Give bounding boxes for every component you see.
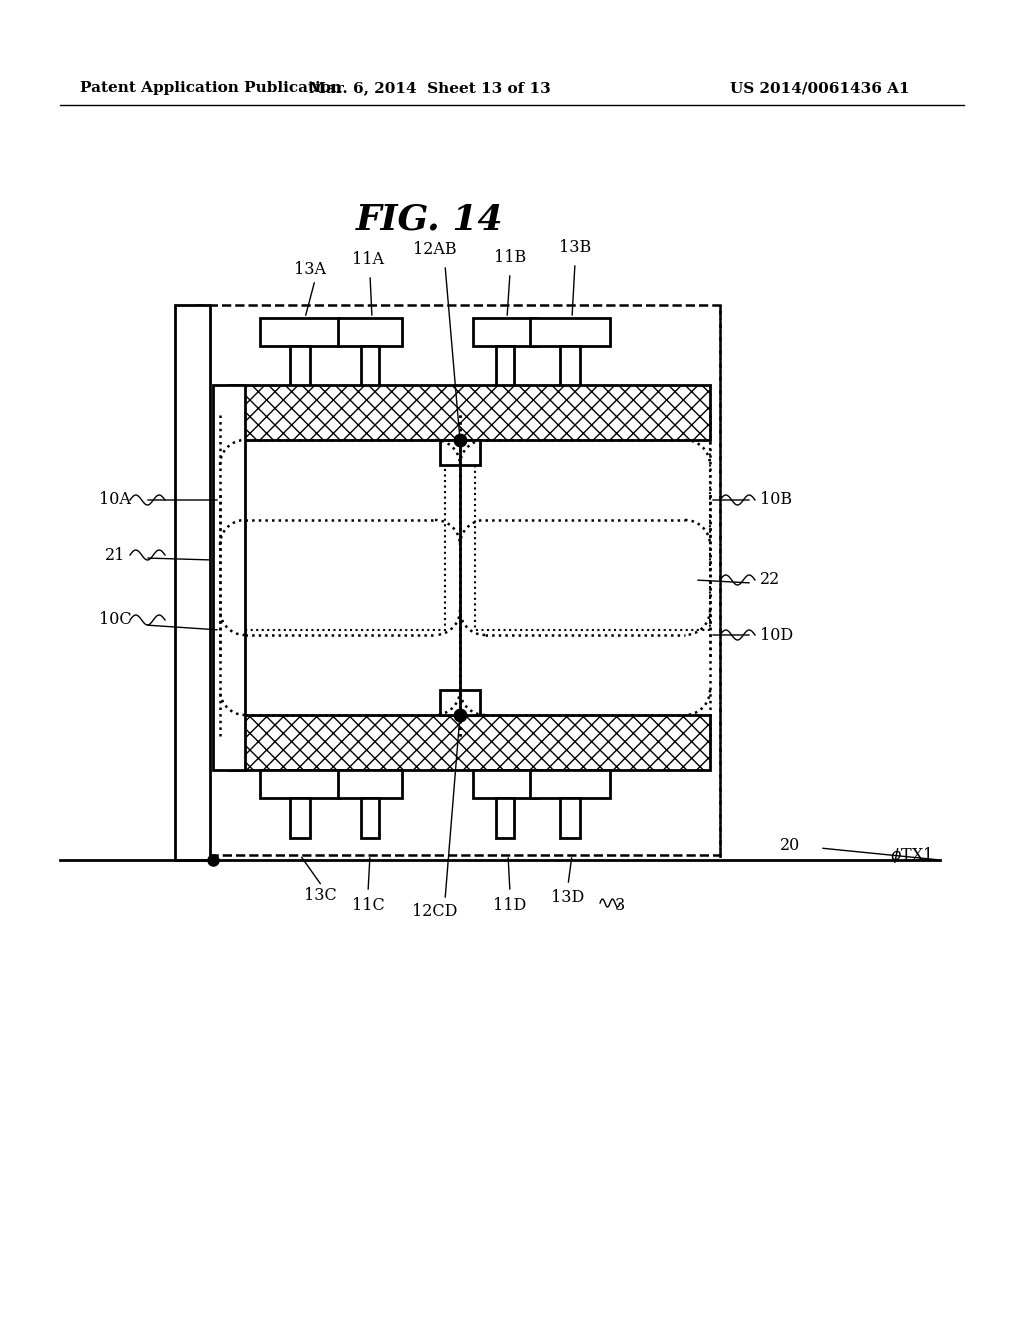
Polygon shape — [338, 318, 402, 346]
Polygon shape — [260, 318, 340, 346]
Text: 11C: 11C — [351, 896, 384, 913]
Text: 10A: 10A — [99, 491, 131, 508]
Polygon shape — [290, 346, 310, 385]
Text: FIG. 14: FIG. 14 — [356, 203, 504, 238]
Text: 10B: 10B — [760, 491, 793, 508]
Text: 10C: 10C — [98, 611, 131, 628]
Text: 12CD: 12CD — [413, 903, 458, 920]
Text: 21: 21 — [104, 546, 125, 564]
Polygon shape — [290, 799, 310, 838]
Text: 13C: 13C — [304, 887, 336, 903]
Text: 3: 3 — [614, 896, 625, 913]
Text: Mar. 6, 2014  Sheet 13 of 13: Mar. 6, 2014 Sheet 13 of 13 — [309, 81, 551, 95]
Polygon shape — [473, 318, 537, 346]
Polygon shape — [496, 346, 514, 385]
Polygon shape — [440, 440, 480, 465]
Polygon shape — [560, 799, 580, 838]
Polygon shape — [228, 385, 710, 440]
Text: 20: 20 — [780, 837, 800, 854]
Polygon shape — [361, 799, 379, 838]
Polygon shape — [260, 770, 340, 799]
Polygon shape — [473, 770, 537, 799]
Polygon shape — [175, 305, 210, 861]
Polygon shape — [530, 318, 610, 346]
Text: 13D: 13D — [551, 888, 585, 906]
Text: 13B: 13B — [559, 239, 591, 256]
Polygon shape — [213, 385, 245, 770]
Polygon shape — [530, 770, 610, 799]
Polygon shape — [440, 690, 480, 715]
Text: 11A: 11A — [352, 252, 384, 268]
Polygon shape — [228, 715, 710, 770]
Polygon shape — [338, 770, 402, 799]
Polygon shape — [560, 346, 580, 385]
Text: Patent Application Publication: Patent Application Publication — [80, 81, 342, 95]
Text: 13A: 13A — [294, 261, 326, 279]
Text: 10D: 10D — [760, 627, 794, 644]
Text: US 2014/0061436 A1: US 2014/0061436 A1 — [730, 81, 909, 95]
Text: 22: 22 — [760, 572, 780, 589]
Text: 11B: 11B — [494, 249, 526, 267]
Text: $\phi$TX1: $\phi$TX1 — [890, 845, 933, 865]
Polygon shape — [361, 346, 379, 385]
Text: 12AB: 12AB — [414, 242, 457, 259]
Text: 11D: 11D — [494, 896, 526, 913]
Polygon shape — [496, 799, 514, 838]
